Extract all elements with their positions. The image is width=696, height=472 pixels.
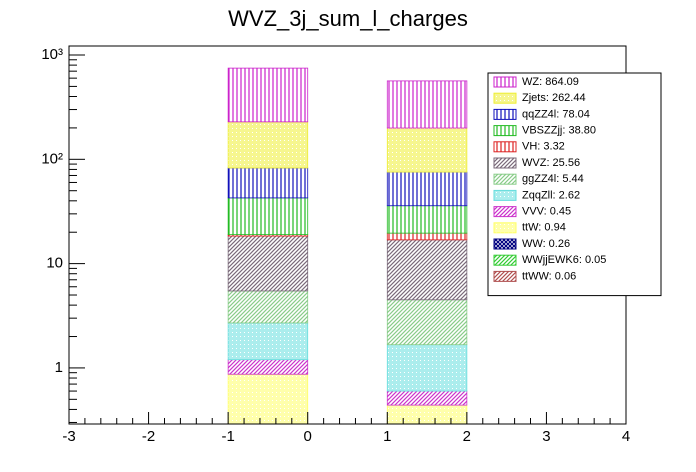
bar-segment — [386, 171, 468, 207]
legend-swatch — [493, 141, 517, 153]
y-tick-label: 10³ — [41, 46, 63, 63]
bar-segment — [227, 67, 309, 123]
legend-label: WZ: 864.09 — [522, 76, 579, 88]
legend-swatch — [493, 238, 517, 250]
bar-segment — [227, 322, 309, 361]
y-tick-label: 1 — [55, 359, 63, 376]
bar-segment — [227, 235, 309, 292]
legend-label: WVZ: 25.56 — [522, 157, 580, 169]
legend-label: ZqqZll: 2.62 — [522, 189, 580, 201]
x-tick-label: 4 — [622, 428, 630, 445]
legend-label: ttW: 0.94 — [522, 222, 566, 234]
x-tick-label: 2 — [463, 428, 471, 445]
legend-label: VBSZZjj: 38.80 — [522, 125, 596, 137]
legend-label: ttWW: 0.06 — [522, 270, 576, 282]
chart-title: WVZ_3j_sum_l_charges — [228, 6, 468, 31]
x-tick-label: -1 — [221, 428, 234, 445]
legend-label: VH: 3.32 — [522, 141, 565, 153]
bar-segment — [386, 232, 468, 241]
x-tick-label: -2 — [142, 428, 155, 445]
legend-label: VVV: 0.45 — [522, 206, 571, 218]
legend-swatch — [493, 189, 517, 201]
legend-swatch — [493, 125, 517, 137]
legend-label: WWjjEWK6: 0.05 — [522, 254, 606, 266]
legend-swatch — [493, 108, 517, 120]
bar-segment — [227, 359, 309, 375]
legend-swatch — [493, 173, 517, 185]
legend-label: WW: 0.26 — [522, 238, 570, 250]
legend-swatch — [493, 254, 517, 266]
legend-swatch — [493, 157, 517, 169]
legend-swatch — [493, 270, 517, 282]
legend-label: qqZZ4l: 78.04 — [522, 108, 590, 120]
legend-swatch — [493, 206, 517, 218]
x-tick-label: 0 — [304, 428, 312, 445]
bar-segment — [227, 290, 309, 324]
bar-segment — [386, 80, 468, 129]
bar-segment — [386, 344, 468, 392]
bar-segment — [386, 390, 468, 406]
x-tick-label: 3 — [542, 428, 550, 445]
legend-swatch — [493, 92, 517, 104]
bar-segment — [386, 404, 468, 425]
bar-segment — [227, 197, 309, 236]
bar-segment — [227, 167, 309, 199]
legend-box — [487, 72, 662, 297]
legend-swatch — [493, 222, 517, 234]
bar-segment — [227, 373, 309, 425]
x-tick-label: -3 — [62, 428, 75, 445]
legend-swatch — [493, 76, 517, 88]
x-tick-label: 1 — [383, 428, 391, 445]
bar-segment — [386, 205, 468, 234]
bar-segment — [386, 299, 468, 346]
bar-segment — [386, 127, 468, 173]
y-tick-label: 10 — [46, 255, 63, 272]
legend-label: Zjets: 262.44 — [522, 92, 586, 104]
bar-segment — [227, 121, 309, 169]
legend-label: ggZZ4l: 5.44 — [522, 173, 584, 185]
bar-segment — [386, 239, 468, 301]
y-tick-label: 10² — [41, 150, 63, 167]
